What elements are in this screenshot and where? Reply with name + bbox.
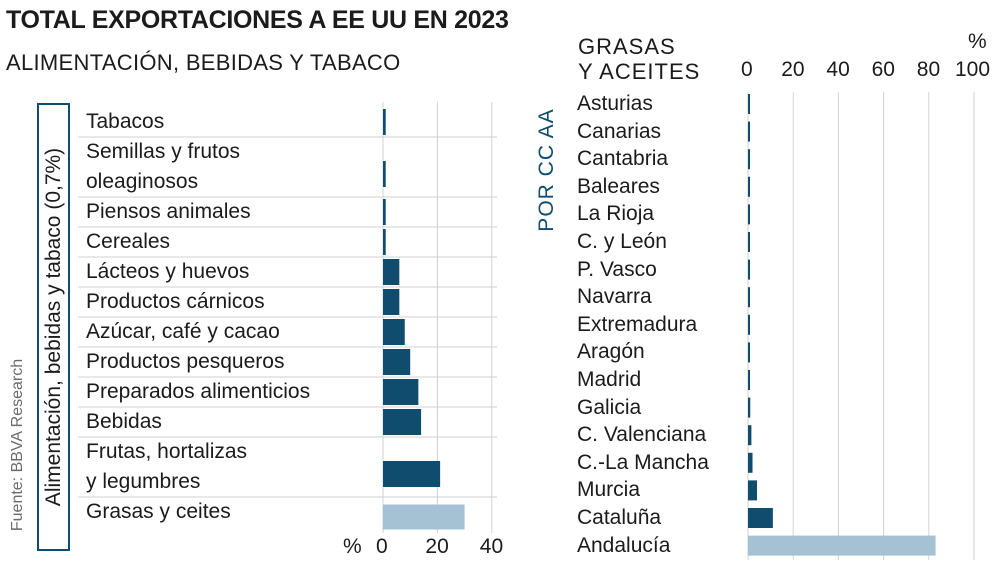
left-category-label: y legumbres [86, 470, 201, 493]
right-bar-baleares [748, 176, 750, 197]
left-tick-label: 40 [479, 535, 504, 558]
right-category-label: Cataluña [577, 506, 662, 529]
left-bar-productos-pesqueros [383, 349, 411, 375]
right-tick-label: 20 [781, 58, 805, 81]
right-bar-galicia [748, 397, 751, 418]
left-category-label: oleaginosos [86, 170, 199, 193]
right-bar-c-y-leon [748, 232, 750, 252]
right-bar-navarra [748, 287, 750, 308]
right-category-label: Cantabria [577, 147, 669, 171]
right-unit-label: % [968, 30, 987, 53]
right-category-label: C. y León [577, 230, 667, 253]
right-category-label: Canarias [577, 119, 662, 143]
right-category-label: Navarra [577, 285, 652, 309]
right-bar-madrid [748, 370, 750, 390]
left-category-label: Bebidas [86, 410, 162, 433]
right-bar-extremadura [748, 314, 750, 335]
left-category-label: Cereales [86, 230, 171, 253]
chart-title: TOTAL EXPORTACIONES A EE UU EN 2023 [6, 6, 509, 34]
left-category-label: Productos cárnicos [86, 290, 265, 313]
left-category-label: Tabacos [86, 110, 165, 133]
left-bar-frutas-hortalizas-y-legumbres [383, 461, 441, 487]
left-category-label: Semillas y frutos [86, 140, 241, 163]
right-chart-title-line2: Y ACEITES [578, 59, 701, 84]
left-bar-productos-carnicos [383, 289, 400, 315]
right-category-label: Aragón [577, 340, 645, 364]
right-category-label: Galicia [577, 395, 642, 419]
right-category-label: Murcia [577, 478, 641, 502]
right-category-label: C.-La Mancha [577, 450, 709, 474]
right-category-label: Baleares [577, 174, 660, 198]
right-bar-cataluna [748, 508, 773, 528]
left-category-label: Piensos animales [86, 200, 251, 223]
right-tick-label: 80 [916, 58, 941, 81]
chart-subtitle: ALIMENTACIÓN, BEBIDAS Y TABACO [6, 50, 401, 75]
category-group-box: Alimentación, bebidas y tabaco (0,7%) [37, 103, 70, 551]
right-tick-label: 100 [955, 58, 991, 81]
left-bar-piensos-animales [383, 199, 386, 225]
right-bar-la-rioja [748, 204, 750, 225]
left-unit-label: % [343, 535, 362, 558]
left-bar-tabacos [383, 109, 386, 135]
left-bar-bebidas [383, 409, 422, 435]
left-bar-cereales [383, 229, 386, 255]
right-tick-label: 60 [871, 58, 895, 81]
right-tick-label: 40 [826, 58, 850, 81]
left-tick-label: 20 [425, 535, 449, 558]
left-category-label: Frutas, hortalizas [86, 440, 248, 463]
right-chart-title-line1: GRASAS [578, 34, 676, 59]
right-bar-andalucia [748, 535, 936, 556]
left-category-label: Grasas y ceites [86, 500, 231, 523]
right-bar-aragon [748, 342, 750, 363]
left-bar-lacteos-y-huevos [383, 259, 400, 285]
left-bar-azucar-cafe-y-cacao [383, 319, 405, 345]
left-category-label: Azúcar, café y cacao [86, 320, 280, 343]
right-bar-c-valenciana [748, 425, 752, 446]
right-bar-p-vasco [748, 259, 750, 280]
right-category-label: La Rioja [577, 202, 655, 226]
right-category-label: Extremadura [577, 312, 698, 336]
right-bar-c-la-mancha [748, 452, 753, 473]
left-bar-grasas-y-ceites [383, 504, 465, 530]
right-category-label: Asturias [577, 92, 653, 115]
right-bar-murcia [748, 480, 758, 501]
right-bar-cantabria [748, 149, 750, 170]
right-tick-label: 0 [741, 58, 753, 81]
right-category-label: C. Valenciana [577, 423, 707, 447]
right-bar-canarias [748, 121, 750, 142]
left-category-label: Productos pesqueros [86, 350, 285, 373]
left-category-label: Lácteos y huevos [86, 260, 250, 283]
left-tick-label: 0 [376, 535, 388, 558]
left-bar-semillas-y-frutos-oleaginosos [383, 161, 386, 187]
left-category-label: Preparados alimenticios [86, 380, 311, 403]
right-category-label: Madrid [577, 368, 642, 391]
right-bar-asturias [748, 94, 750, 114]
left-bar-preparados-alimenticios [383, 379, 419, 405]
right-category-label: P. Vasco [577, 257, 657, 281]
right-category-label: Andalucía [577, 533, 671, 557]
